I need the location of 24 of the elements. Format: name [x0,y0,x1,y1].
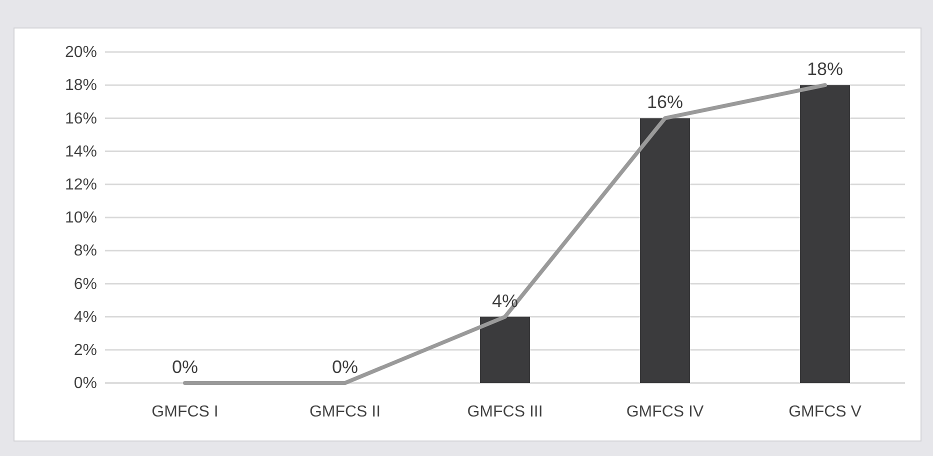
y-tick-label: 18% [64,77,97,94]
y-tick-label: 0% [74,375,97,392]
y-tick-label: 14% [64,143,97,160]
data-label: 4% [492,290,518,311]
y-tick-label: 4% [74,308,97,326]
x-tick-label: GMFCS IV [626,403,704,420]
bar [640,118,690,383]
x-tick-label: GMFCS II [309,403,381,420]
bar [480,316,530,383]
y-tick-label: 8% [74,242,97,260]
data-label: 0% [332,357,358,377]
data-label: 18% [806,59,844,80]
y-tick-label: 6% [74,276,97,293]
data-label: 0% [172,357,198,377]
data-label: 16% [646,92,684,112]
x-tick-label: GMFCS III [467,403,543,420]
x-tick-label: GMFCS I [152,403,218,420]
y-tick-label: 2% [74,342,97,360]
y-tick-label: 10% [64,210,97,227]
bar [800,85,850,383]
y-tick-label: 16% [64,110,97,128]
y-tick-label: 12% [64,176,97,194]
y-tick-label: 20% [64,44,97,62]
x-tick-label: GMFCS V [788,403,862,420]
